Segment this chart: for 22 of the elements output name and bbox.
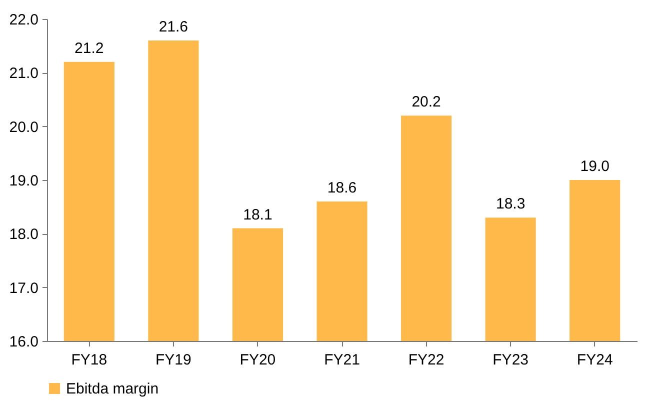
y-tick-label: 22.0: [9, 12, 38, 28]
y-tick-label: 17.0: [9, 280, 38, 297]
legend-label: Ebitda margin: [66, 380, 159, 398]
y-tick-label: 20.0: [9, 118, 38, 136]
data-label: 20.2: [412, 94, 441, 111]
y-tick-label: 16.0: [9, 334, 38, 350]
y-tick-label: 18.0: [9, 226, 38, 244]
data-label: 19.0: [580, 158, 610, 175]
data-label: 18.3: [496, 196, 526, 213]
x-tick-label: FY20: [240, 352, 276, 368]
x-tick-label: FY24: [576, 352, 613, 368]
y-tick-label: 19.0: [9, 172, 38, 190]
data-label: 21.6: [158, 18, 188, 36]
x-tick-label: FY22: [408, 352, 444, 368]
x-tick-label: FY19: [156, 352, 192, 368]
data-label: 18.6: [327, 179, 357, 196]
data-label: 21.2: [74, 40, 104, 57]
x-tick-label: FY18: [71, 352, 108, 368]
y-tick-label: 21.0: [9, 65, 38, 82]
x-tick-label: FY21: [324, 352, 360, 368]
x-tick-label: FY23: [492, 352, 528, 368]
data-label: 18.1: [243, 206, 272, 224]
